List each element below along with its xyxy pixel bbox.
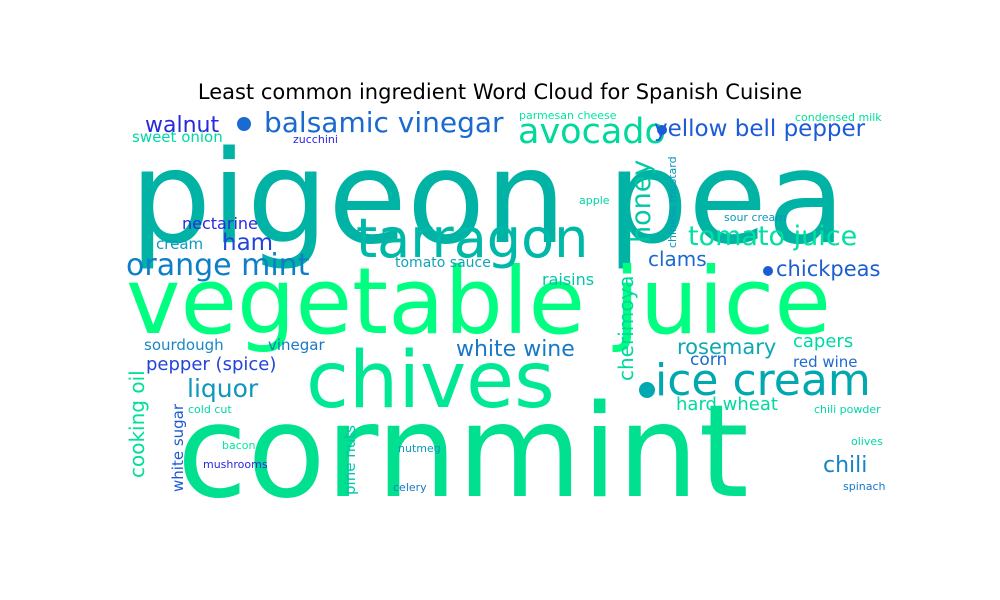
word-ice-cream: ice cream — [655, 355, 871, 406]
word-pepper-spice: pepper (spice) — [146, 354, 276, 375]
word-sour-cream: sour cream — [724, 211, 786, 224]
word-nutmeg: nutmeg — [398, 442, 441, 455]
word-dot-1 — [237, 117, 251, 131]
word-tomato-juice: tomato juice — [688, 221, 857, 252]
word-pine-nuts: pine nuts — [341, 425, 359, 495]
word-capers: capers — [793, 331, 853, 352]
word-honey: honey — [626, 160, 657, 243]
word-chili-powder: chili powder — [814, 403, 881, 416]
word-dot-2 — [639, 382, 655, 398]
chart-title: Least common ingredient Word Cloud for S… — [197, 80, 803, 104]
word-chickpeas: chickpeas — [776, 257, 880, 281]
word-bacon: bacon — [222, 439, 256, 452]
word-cold-cut: cold cut — [188, 403, 232, 416]
word-nectarine: nectarine — [182, 214, 258, 233]
word-zucchini: zucchini — [293, 133, 338, 146]
word-corn: corn — [690, 350, 727, 370]
word-hard-wheat: hard wheat — [676, 394, 778, 415]
word-cooking-oil: cooking oil — [125, 370, 149, 478]
word-vinegar: vinegar — [268, 336, 325, 354]
word-white-sugar: white sugar — [169, 403, 187, 492]
word-tomato-sauce: tomato sauce — [395, 255, 491, 271]
word-liquor: liquor — [187, 374, 259, 403]
word-orange-mint: orange mint — [126, 248, 310, 283]
word-cherimoya: cherimoya — [614, 275, 638, 381]
word-chives: chives — [306, 336, 555, 426]
word-cream: cream — [156, 235, 203, 253]
word-red-wine: red wine — [793, 353, 858, 371]
word-mushrooms: mushrooms — [203, 458, 268, 471]
word-celery: celery — [393, 481, 427, 494]
word-olives: olives — [851, 435, 883, 448]
word-dot-3 — [763, 266, 773, 276]
word-condensed-milk: condensed milk — [795, 111, 882, 124]
word-cornmint: cornmint — [177, 378, 749, 527]
word-sourdough: sourdough — [144, 336, 224, 354]
word-clams: clams — [648, 247, 707, 271]
word-vegetable-juice: vegetable juice — [126, 248, 831, 355]
word-apple: apple — [579, 194, 610, 207]
word-sweet-onion: sweet onion — [132, 128, 223, 146]
word-rosemary: rosemary — [677, 335, 776, 359]
word-chinese-mustard: chinese mustard — [666, 156, 679, 248]
word-chili: chili — [823, 453, 867, 478]
word-walnut: walnut — [145, 113, 219, 138]
word-tarragon: tarragon — [356, 207, 588, 270]
word-white-wine: white wine — [456, 337, 575, 362]
word-balsamic-vinegar: balsamic vinegar — [264, 106, 504, 139]
word-avocado: avocado — [518, 112, 666, 152]
word-parmesan-cheese: parmesan cheese — [519, 109, 617, 122]
word-ham: ham — [222, 230, 273, 256]
word-spinach: spinach — [843, 480, 886, 493]
word-raisins: raisins — [542, 270, 594, 289]
word-yellow-bell-pepper: yellow bell pepper — [654, 116, 866, 142]
word-pigeon-pea: pigeon pea — [130, 124, 845, 273]
word-dot-4 — [657, 125, 667, 135]
